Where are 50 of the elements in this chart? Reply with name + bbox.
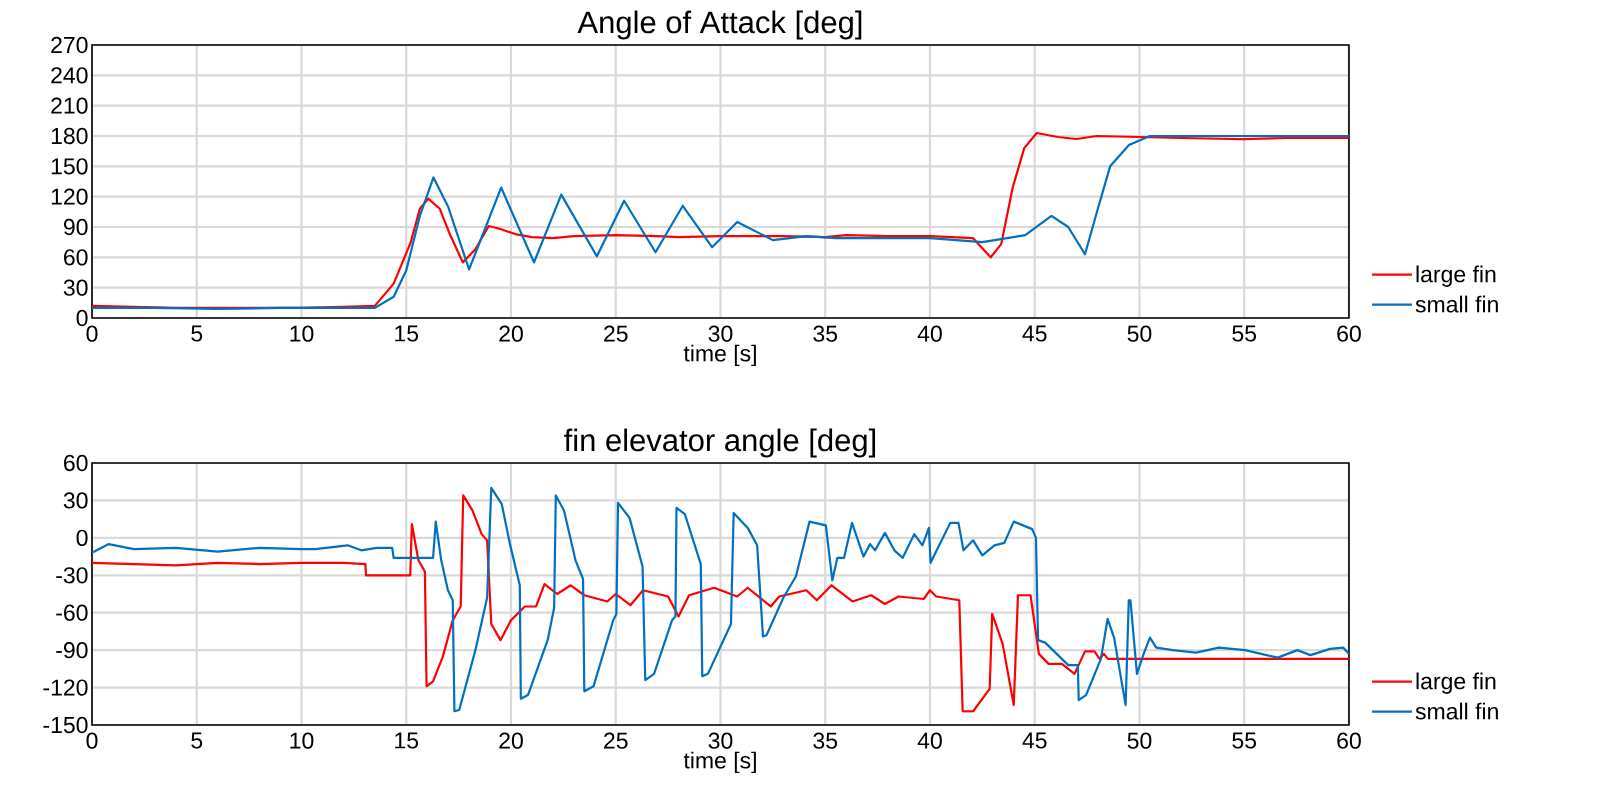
x-axis-title: time [s] — [683, 751, 756, 774]
y-tick-label: 0 — [76, 309, 88, 327]
y-tick-label: 240 — [51, 67, 88, 84]
legend-label: large fin — [1416, 672, 1496, 694]
y-tick-label: 210 — [51, 97, 88, 114]
x-tick-label: 30 — [708, 732, 733, 749]
x-tick-label: 35 — [813, 325, 838, 342]
x-tick-label: 40 — [917, 325, 942, 342]
x-tick-label: 25 — [604, 732, 628, 749]
x-tick-label: 15 — [395, 732, 419, 749]
legend-label: large fin — [1416, 265, 1496, 287]
y-tick-label: -150 — [43, 716, 88, 734]
x-tick-label: 60 — [1337, 732, 1361, 749]
y-tick-label: -120 — [43, 679, 88, 696]
x-tick-label: 35 — [813, 732, 838, 749]
y-tick-label: 90 — [63, 218, 88, 236]
y-tick-label: 60 — [64, 454, 88, 472]
x-tick-label: 55 — [1232, 732, 1257, 749]
x-tick-label: 10 — [290, 732, 314, 749]
y-tick-label: 30 — [63, 279, 88, 296]
x-tick-label: 20 — [499, 325, 523, 342]
x-tick-label: 5 — [191, 732, 203, 749]
x-tick-label: 55 — [1232, 325, 1257, 342]
legend-label: small fin — [1415, 295, 1498, 313]
x-tick-label: 45 — [1022, 732, 1047, 749]
chart-title: fin elevator angle [deg] — [564, 428, 876, 458]
x-tick-label: 40 — [917, 732, 942, 749]
y-tick-label: 270 — [51, 36, 88, 54]
x-tick-label: 5 — [191, 325, 203, 342]
x-tick-label: 25 — [604, 325, 628, 342]
y-tick-label: 60 — [64, 249, 88, 266]
y-tick-label: 0 — [76, 529, 88, 546]
x-tick-label: 20 — [499, 732, 523, 749]
x-axis-title: time [s] — [683, 344, 756, 367]
y-tick-label: -30 — [56, 567, 88, 584]
y-tick-label: -60 — [56, 604, 88, 621]
y-tick-label: 150 — [51, 158, 88, 175]
legend-label: small fin — [1415, 702, 1498, 720]
chart-title: Angle of Attack [deg] — [577, 10, 862, 40]
x-tick-label: 10 — [290, 325, 314, 342]
x-tick-label: 50 — [1127, 325, 1152, 342]
x-tick-label: 15 — [395, 325, 419, 342]
y-tick-label: 120 — [51, 188, 88, 205]
y-tick-label: 30 — [63, 492, 88, 509]
y-tick-label: 180 — [51, 127, 88, 145]
x-tick-label: 45 — [1022, 325, 1047, 342]
x-tick-label: 60 — [1337, 325, 1361, 342]
y-tick-label: -90 — [56, 642, 88, 659]
x-tick-label: 50 — [1127, 732, 1152, 749]
x-tick-label: 30 — [708, 325, 733, 342]
